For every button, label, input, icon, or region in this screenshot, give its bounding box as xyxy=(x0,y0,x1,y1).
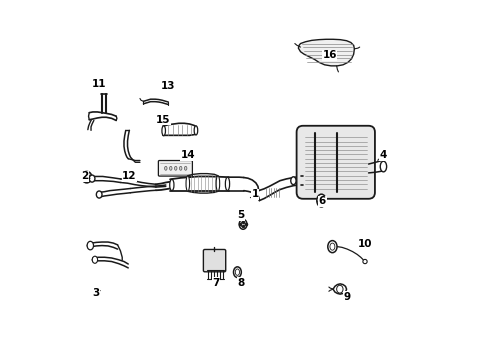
Ellipse shape xyxy=(179,166,182,170)
Ellipse shape xyxy=(216,176,219,192)
Ellipse shape xyxy=(290,177,295,185)
Ellipse shape xyxy=(329,243,334,250)
Ellipse shape xyxy=(185,176,189,192)
Ellipse shape xyxy=(194,126,197,135)
FancyBboxPatch shape xyxy=(296,126,374,199)
Text: 11: 11 xyxy=(92,79,106,89)
Ellipse shape xyxy=(92,256,98,263)
Ellipse shape xyxy=(318,197,323,204)
Ellipse shape xyxy=(225,177,229,191)
Text: 8: 8 xyxy=(237,278,244,288)
Text: 2: 2 xyxy=(81,171,88,181)
Ellipse shape xyxy=(89,175,95,182)
Ellipse shape xyxy=(96,191,102,198)
Ellipse shape xyxy=(84,174,89,181)
Ellipse shape xyxy=(239,219,246,229)
Ellipse shape xyxy=(235,269,239,275)
Text: 12: 12 xyxy=(122,171,136,181)
Ellipse shape xyxy=(162,126,165,136)
Ellipse shape xyxy=(233,267,241,278)
Ellipse shape xyxy=(174,166,177,170)
Ellipse shape xyxy=(81,171,92,183)
Text: 10: 10 xyxy=(357,239,371,249)
Text: 9: 9 xyxy=(343,292,350,302)
FancyBboxPatch shape xyxy=(158,161,192,176)
Text: 1: 1 xyxy=(251,189,258,199)
Text: 15: 15 xyxy=(155,115,170,125)
Text: 14: 14 xyxy=(180,150,195,160)
Text: 3: 3 xyxy=(92,288,99,298)
Ellipse shape xyxy=(169,179,174,191)
Ellipse shape xyxy=(380,161,386,172)
Text: 4: 4 xyxy=(378,150,386,160)
Ellipse shape xyxy=(336,285,343,293)
Ellipse shape xyxy=(87,241,93,250)
Text: 7: 7 xyxy=(212,278,220,288)
Ellipse shape xyxy=(362,260,366,264)
Polygon shape xyxy=(298,39,354,66)
Ellipse shape xyxy=(169,166,172,170)
Ellipse shape xyxy=(241,221,244,227)
Ellipse shape xyxy=(327,240,336,253)
FancyBboxPatch shape xyxy=(203,249,225,272)
Ellipse shape xyxy=(316,194,325,207)
Text: 13: 13 xyxy=(161,81,175,91)
Text: 5: 5 xyxy=(237,211,244,220)
Text: 6: 6 xyxy=(318,196,325,206)
Ellipse shape xyxy=(164,166,167,170)
Ellipse shape xyxy=(184,166,186,170)
Text: 16: 16 xyxy=(322,50,336,60)
